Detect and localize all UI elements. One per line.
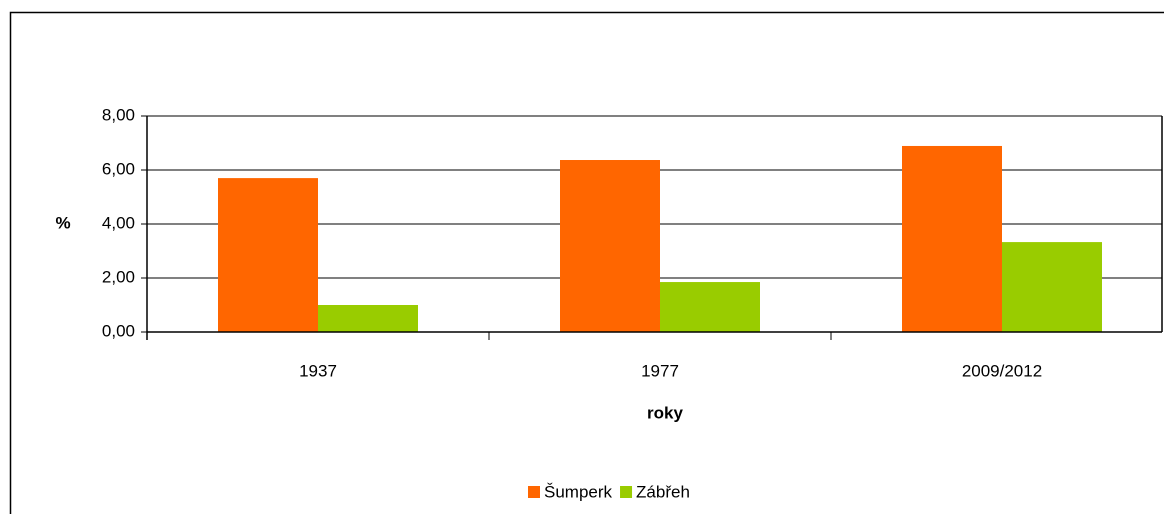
bar (902, 145, 1002, 332)
legend-label: Šumperk (544, 482, 613, 501)
bar (218, 178, 318, 332)
legend-swatch (620, 486, 633, 498)
y-tick-label: 0,00 (102, 321, 135, 340)
y-tick-label: 4,00 (102, 213, 135, 232)
legend-swatch (528, 486, 540, 498)
bar (1002, 242, 1102, 332)
x-tick-label: 1937 (299, 361, 337, 380)
x-tick-label: 2009/2012 (962, 361, 1042, 380)
y-tick-label: 6,00 (102, 159, 135, 178)
bar (660, 282, 760, 332)
y-tick-label: 8,00 (102, 105, 135, 124)
bar (560, 160, 660, 332)
legend-label: Zábřeh (636, 482, 690, 501)
x-tick-label: 1977 (641, 361, 679, 380)
chart-border (9, 11, 1164, 514)
x-axis-title: roky (647, 403, 683, 422)
bar (318, 305, 418, 332)
y-axis-title: % (55, 213, 70, 232)
y-tick-label: 2,00 (102, 267, 135, 286)
